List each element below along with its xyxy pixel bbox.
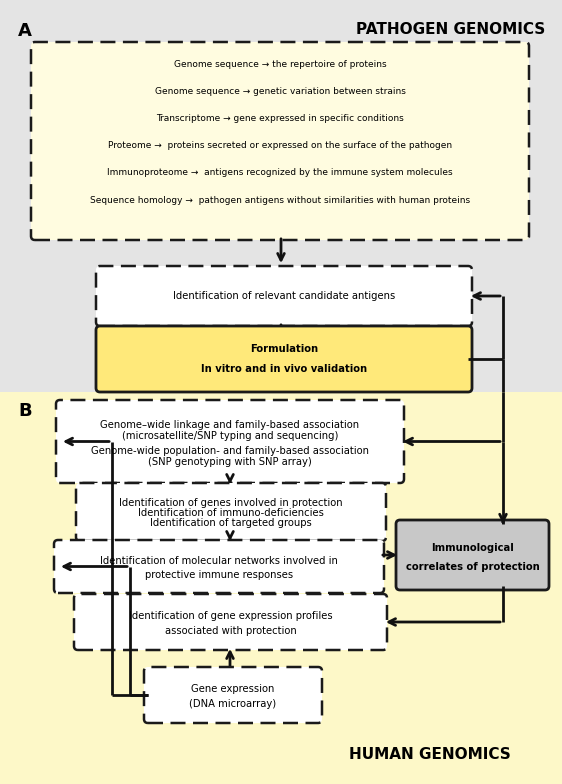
Text: HUMAN GENOMICS: HUMAN GENOMICS xyxy=(349,747,511,762)
Text: Genome sequence → genetic variation between strains: Genome sequence → genetic variation betw… xyxy=(155,87,405,96)
FancyBboxPatch shape xyxy=(0,0,562,392)
Text: Identification of immuno-deficiencies: Identification of immuno-deficiencies xyxy=(138,508,324,518)
Text: Genome–wide linkage and family-based association: Genome–wide linkage and family-based ass… xyxy=(101,420,360,430)
FancyBboxPatch shape xyxy=(0,392,562,784)
Text: Immunoproteome →  antigens recognized by the immune system molecules: Immunoproteome → antigens recognized by … xyxy=(107,169,453,177)
Text: (DNA microarray): (DNA microarray) xyxy=(189,699,277,709)
FancyBboxPatch shape xyxy=(396,520,549,590)
FancyBboxPatch shape xyxy=(56,400,404,483)
FancyBboxPatch shape xyxy=(144,667,322,723)
Text: B: B xyxy=(18,402,31,420)
Text: Identification of targeted groups: Identification of targeted groups xyxy=(150,518,312,528)
FancyBboxPatch shape xyxy=(54,540,384,593)
FancyBboxPatch shape xyxy=(96,326,472,392)
Text: Genome-wide population- and family-based association: Genome-wide population- and family-based… xyxy=(91,445,369,456)
FancyBboxPatch shape xyxy=(74,594,387,650)
Text: PATHOGEN GENOMICS: PATHOGEN GENOMICS xyxy=(356,22,545,37)
Text: Genome sequence → the repertoire of proteins: Genome sequence → the repertoire of prot… xyxy=(174,60,386,68)
Text: (SNP genotyping with SNP array): (SNP genotyping with SNP array) xyxy=(148,457,312,466)
Text: associated with protection: associated with protection xyxy=(165,626,296,636)
Text: Proteome →  proteins secreted or expressed on the surface of the pathogen: Proteome → proteins secreted or expresse… xyxy=(108,141,452,150)
Text: In vitro and in vivo validation: In vitro and in vivo validation xyxy=(201,364,367,374)
Text: protective immune responses: protective immune responses xyxy=(145,570,293,579)
Text: Sequence homology →  pathogen antigens without similarities with human proteins: Sequence homology → pathogen antigens wi… xyxy=(90,195,470,205)
Text: Identification of gene expression profiles: Identification of gene expression profil… xyxy=(129,612,332,621)
Text: Formulation: Formulation xyxy=(250,344,318,354)
FancyBboxPatch shape xyxy=(96,266,472,326)
Text: (microsatellite/SNP typing and sequencing): (microsatellite/SNP typing and sequencin… xyxy=(122,431,338,441)
Text: Identification of molecular networks involved in: Identification of molecular networks inv… xyxy=(100,556,338,566)
FancyBboxPatch shape xyxy=(76,483,386,541)
Text: Identification of genes involved in protection: Identification of genes involved in prot… xyxy=(119,498,343,508)
FancyBboxPatch shape xyxy=(31,42,529,240)
Text: Identification of relevant candidate antigens: Identification of relevant candidate ant… xyxy=(173,291,395,301)
Text: Gene expression: Gene expression xyxy=(191,684,275,695)
Text: A: A xyxy=(18,22,32,40)
Text: correlates of protection: correlates of protection xyxy=(406,562,540,572)
Text: Immunological: Immunological xyxy=(431,543,514,553)
Text: Transcriptome → gene expressed in specific conditions: Transcriptome → gene expressed in specif… xyxy=(156,114,404,123)
